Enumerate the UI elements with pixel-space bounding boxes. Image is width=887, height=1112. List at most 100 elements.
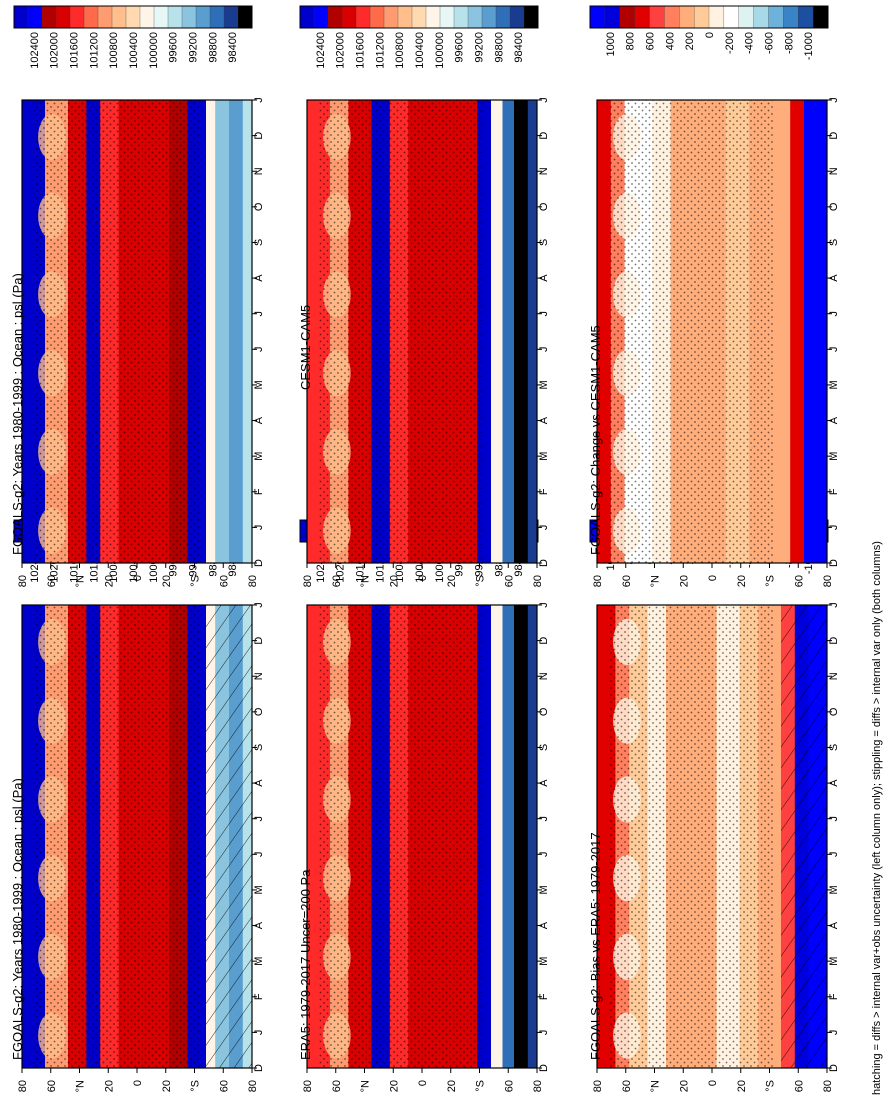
month-tick-label: S: [253, 744, 265, 751]
month-tick-label: F: [253, 488, 265, 495]
month-tick-label: M: [828, 885, 840, 894]
colorbar-swatch: [111, 5, 127, 29]
colorbar-swatch: [453, 5, 469, 29]
panel-title: FGOALS-g2: Years 1980-1999 : Ocean : psl…: [10, 273, 25, 555]
month-tick-label: M: [253, 380, 265, 389]
month-tick-label: F: [538, 993, 550, 1000]
colorbar-label: 98400: [513, 32, 525, 63]
heat-band: [527, 605, 538, 1068]
colorbar-label: 99600: [454, 32, 466, 63]
panel-4: 80 60 °N 20 0 20 °S 60 80 D J F M A M J J A S O N D J FGOALS-g2…: [10, 5, 265, 587]
month-tick-label: J: [538, 311, 550, 317]
colorbar-label: 0: [704, 32, 716, 38]
month-tick-label: M: [538, 957, 550, 966]
month-tick-label: D: [253, 559, 265, 567]
figure-footnote: hatching = diffs > internal var+obs unce…: [871, 541, 883, 1095]
colorbar-frame: [13, 5, 253, 29]
lat-tick-label: 20: [388, 1080, 400, 1092]
panel-title: ERA5: 1979-2017 Uncer=200 Pa: [298, 869, 313, 1060]
colorbar-label: 200: [684, 32, 696, 50]
colorbar-label: 101600: [355, 32, 367, 69]
lat-tick-label: 80: [532, 575, 544, 587]
colorbar-label: 98400: [227, 32, 239, 63]
heat-band: [502, 100, 515, 563]
colorbar-swatch: [604, 5, 621, 29]
month-tick-label: J: [828, 97, 840, 103]
colorbar-label: -400: [744, 32, 756, 54]
month-tick-label: A: [538, 779, 550, 787]
colorbar-swatch: [313, 5, 329, 29]
colorbar-swatch: [481, 5, 497, 29]
month-tick-label: J: [253, 1030, 265, 1036]
lat-tick-label: °N: [75, 1080, 87, 1092]
month-tick-label: M: [253, 957, 265, 966]
month-tick-label: M: [538, 380, 550, 389]
colorbar-frame: [299, 5, 539, 29]
lat-tick-label: 60: [331, 575, 343, 587]
colorbar-swatch: [195, 5, 211, 29]
colorbar-label: 101200: [88, 32, 100, 69]
panel-3: 80 60 °N 20 0 20 °S 60 80 D J F M A M J J A S O N D J FGOALS-g2…: [588, 519, 840, 1092]
month-tick-label: J: [253, 97, 265, 103]
month-tick-label: D: [828, 1064, 840, 1072]
lat-tick-label: 60: [218, 575, 230, 587]
month-tick-label: M: [828, 957, 840, 966]
month-tick-label: J: [538, 525, 550, 531]
month-tick-label: S: [538, 744, 550, 751]
lat-tick-label: 80: [17, 1080, 29, 1092]
lat-tick-label: 60: [503, 1080, 515, 1092]
lat-tick-label: 60: [46, 1080, 58, 1092]
colorbar-label: 99200: [188, 32, 200, 63]
colorbar-label: 100000: [434, 32, 446, 69]
colorbar-label: 100000: [148, 32, 160, 69]
lat-tick-label: 80: [302, 1080, 314, 1092]
stippling-overlay: [318, 100, 485, 563]
month-tick-label: D: [253, 1064, 265, 1072]
colorbar-swatch: [425, 5, 441, 29]
colorbar-swatch: [812, 5, 829, 29]
colorbar-swatch: [125, 5, 141, 29]
lat-tick-label: 0: [707, 1080, 719, 1086]
heat-band: [491, 605, 503, 1068]
lat-tick-label: 60: [621, 575, 633, 587]
colorbar-swatch: [411, 5, 427, 29]
colorbar-swatch: [153, 5, 169, 29]
month-tick-label: S: [828, 239, 840, 246]
colorbar-swatch: [299, 5, 315, 29]
heat-band: [514, 100, 529, 563]
month-tick-label: J: [828, 1030, 840, 1036]
heat-band: [206, 100, 216, 563]
colorbar-label: 99200: [474, 32, 486, 63]
colorbar-label: 100800: [108, 32, 120, 69]
month-tick-label: A: [538, 921, 550, 929]
month-tick-label: J: [828, 852, 840, 858]
lat-tick-label: 20: [446, 1080, 458, 1092]
month-tick-label: A: [828, 779, 840, 787]
month-tick-label: A: [253, 779, 265, 787]
month-tick-label: J: [253, 602, 265, 608]
colorbar-swatch: [397, 5, 413, 29]
lat-tick-label: 20: [736, 575, 748, 587]
month-tick-label: M: [253, 885, 265, 894]
month-tick-label: N: [828, 167, 840, 175]
stippling-overlay: [608, 605, 775, 1068]
colorbar-swatch: [523, 5, 539, 29]
heat-band: [215, 100, 230, 563]
lat-tick-label: °N: [650, 1080, 662, 1092]
month-tick-label: J: [538, 602, 550, 608]
heat-band: [771, 100, 791, 563]
colorbar-swatch: [97, 5, 113, 29]
heat-band: [790, 100, 805, 563]
colorbar-label: -1000: [803, 32, 815, 60]
heat-band: [229, 100, 244, 563]
lat-tick-label: 0: [417, 1080, 429, 1086]
month-tick-label: M: [538, 885, 550, 894]
month-tick-label: O: [538, 707, 550, 716]
lat-tick-label: 80: [302, 575, 314, 587]
colorbar-label: 102400: [29, 32, 41, 69]
month-tick-label: A: [253, 274, 265, 282]
month-tick-label: D: [538, 1064, 550, 1072]
month-tick-label: M: [828, 380, 840, 389]
lat-tick-label: °S: [765, 575, 777, 587]
colorbar-swatch: [341, 5, 357, 29]
